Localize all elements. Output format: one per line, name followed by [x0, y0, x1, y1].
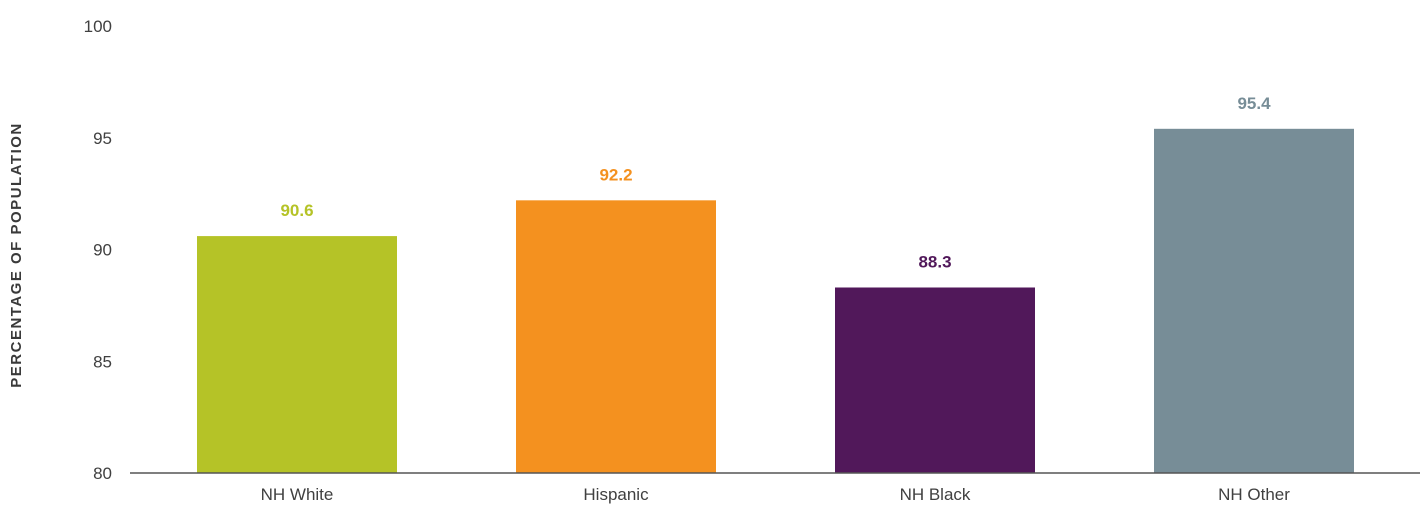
bar-value-label: 90.6 — [280, 201, 313, 220]
x-category-label: Hispanic — [583, 485, 649, 504]
bar — [516, 200, 716, 473]
y-axis-ticks: 80 85 90 95 100 — [84, 17, 112, 483]
bar — [835, 287, 1035, 473]
bar-value-label: 88.3 — [918, 252, 951, 271]
x-category-label: NH White — [261, 485, 334, 504]
y-tick-label: 95 — [93, 129, 112, 148]
y-tick-label: 80 — [93, 464, 112, 483]
bar — [197, 236, 397, 473]
x-axis-category-labels: NH White Hispanic NH Black NH Other — [261, 485, 1291, 504]
x-category-label: NH Black — [900, 485, 971, 504]
y-tick-label: 85 — [93, 352, 112, 371]
value-labels: 90.6 92.2 88.3 95.4 — [280, 94, 1271, 272]
bar-value-label: 92.2 — [599, 165, 632, 184]
y-tick-label: 90 — [93, 241, 112, 260]
bars — [197, 128, 1354, 473]
bar — [1154, 128, 1354, 473]
bar-value-label: 95.4 — [1237, 94, 1271, 113]
y-tick-label: 100 — [84, 17, 112, 36]
x-category-label: NH Other — [1218, 485, 1290, 504]
y-axis-title: PERCENTAGE OF POPULATION — [8, 122, 25, 387]
